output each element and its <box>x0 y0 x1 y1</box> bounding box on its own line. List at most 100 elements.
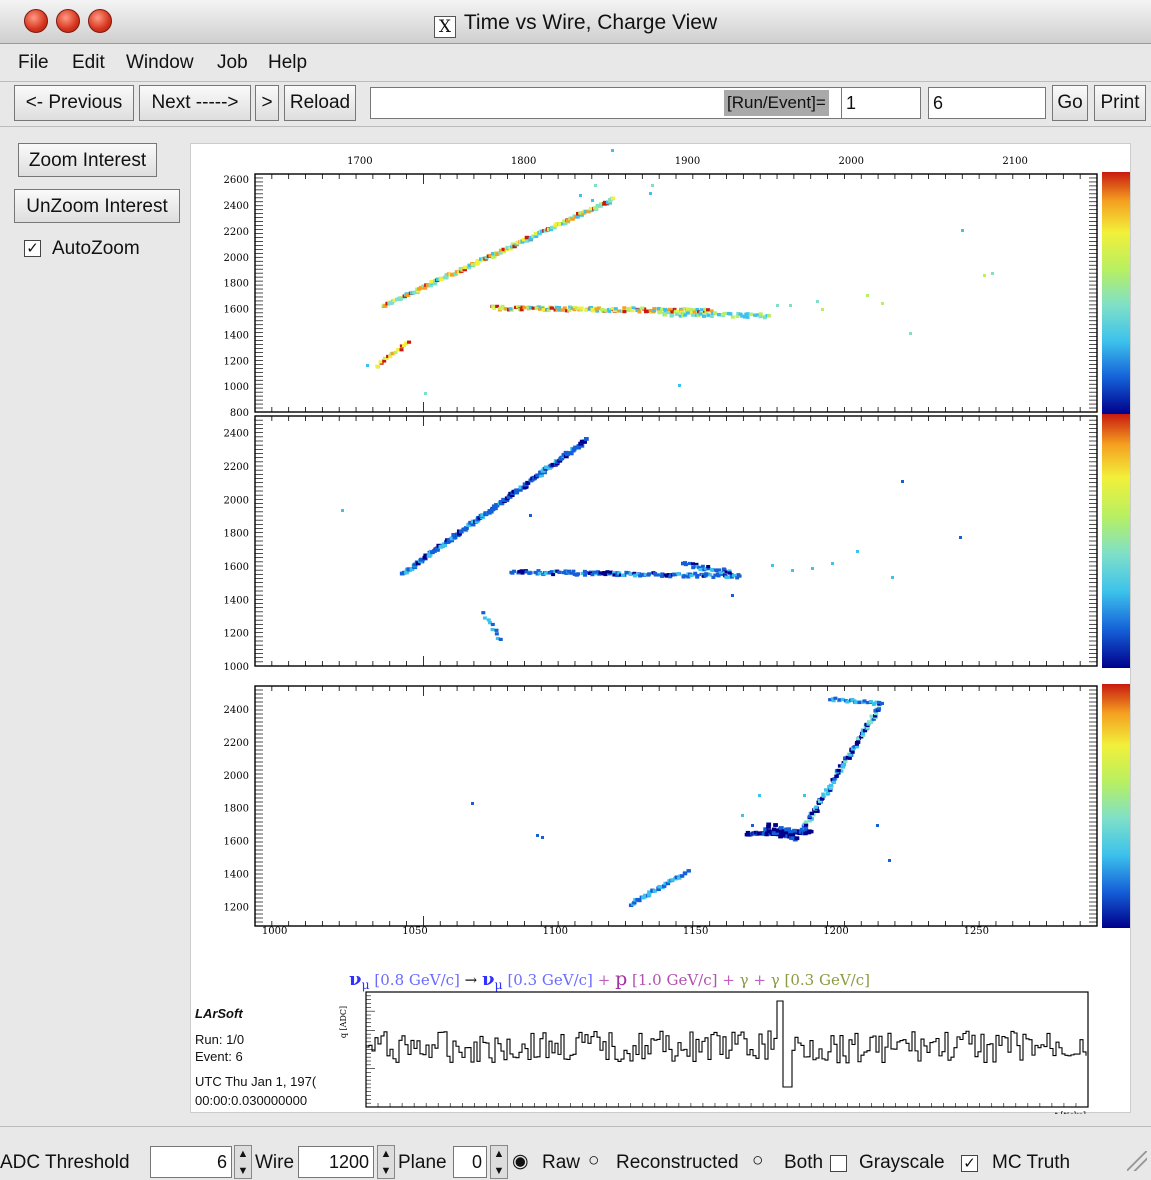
y-tick-label: 2600 <box>224 175 249 186</box>
track-hit <box>686 311 690 314</box>
y-tick-label: 2400 <box>224 705 249 716</box>
track-hit <box>394 351 398 354</box>
track-hit <box>715 568 719 571</box>
print-button[interactable]: Print <box>1094 85 1146 121</box>
track-hit <box>630 309 634 312</box>
noise-hit <box>424 392 427 395</box>
track-hit <box>784 828 789 832</box>
mc-truth-checkbox[interactable]: ✓ <box>961 1155 978 1172</box>
track-hit <box>676 572 680 575</box>
plane-spinner[interactable]: ▲▼ <box>490 1145 508 1179</box>
track-hit <box>576 572 580 575</box>
track-hit <box>637 310 641 313</box>
step-button[interactable]: > <box>255 85 279 121</box>
raw-radio[interactable]: ◉ <box>512 1150 529 1173</box>
noise-hit <box>758 794 761 797</box>
wire-spinner[interactable]: ▲▼ <box>377 1145 395 1179</box>
track-hit <box>544 572 548 575</box>
adc-threshold-spinner[interactable]: ▲▼ <box>234 1145 252 1179</box>
noise-hit <box>959 536 962 539</box>
track-hit <box>687 869 691 873</box>
track-hit <box>856 741 860 744</box>
autozoom-checkbox[interactable]: ✓ <box>24 240 41 257</box>
reconstructed-radio[interactable]: ○ <box>588 1150 599 1172</box>
y-tick-label: 1200 <box>224 356 249 367</box>
menu-help[interactable]: Help <box>268 52 307 74</box>
y-tick-label: 1600 <box>224 837 249 848</box>
noise-hit <box>741 814 744 817</box>
adc-threshold-label: ADC Threshold <box>0 1152 130 1174</box>
next-button[interactable]: Next -----> <box>139 85 251 121</box>
noise-hit <box>866 294 869 297</box>
event-input[interactable]: 6 <box>928 87 1046 119</box>
track-hit <box>706 565 710 568</box>
menu-file[interactable]: File <box>18 52 49 74</box>
track-hit <box>550 570 554 573</box>
track-hit <box>584 309 588 312</box>
menu-job[interactable]: Job <box>217 52 248 74</box>
grayscale-checkbox[interactable] <box>830 1155 847 1172</box>
track-hit <box>728 571 732 574</box>
x-tick-label: 1050 <box>402 926 427 937</box>
track-hit <box>722 567 726 570</box>
menu-window[interactable]: Window <box>126 52 194 74</box>
track-hit <box>829 784 833 787</box>
track-hit <box>792 829 797 833</box>
track-hit <box>695 574 699 577</box>
track-hit <box>834 775 838 778</box>
noise-hit <box>341 509 344 512</box>
x-tick-label: 2100 <box>1002 156 1027 167</box>
plot-frame <box>255 174 1097 412</box>
go-button[interactable]: Go <box>1052 85 1088 121</box>
adc-threshold-input[interactable]: 6 <box>150 1146 232 1178</box>
noise-hit <box>816 300 819 303</box>
noise-hit <box>751 824 754 827</box>
noise-hit <box>811 567 814 570</box>
resize-grip-icon[interactable] <box>1127 1151 1147 1171</box>
zoom-interest-button[interactable]: Zoom Interest <box>18 143 157 177</box>
mc-truth-line: νμ [0.8 GeV/c] → νμ [0.3 GeV/c] + p [1.0… <box>349 968 870 992</box>
wire-input[interactable]: 1200 <box>298 1146 374 1178</box>
unzoom-interest-button[interactable]: UnZoom Interest <box>14 189 180 223</box>
menu-bar: File Edit Window Job Help <box>0 44 1151 82</box>
x-tick-label: 1100 <box>543 926 568 937</box>
y-tick-label: 1800 <box>224 529 249 540</box>
track-hit <box>509 307 513 310</box>
track-hit <box>400 348 404 351</box>
track-hit <box>481 611 485 614</box>
wire-label: Wire <box>255 1152 294 1174</box>
track-hit <box>487 618 491 621</box>
track-hit <box>407 341 411 344</box>
y-tick-label: 2200 <box>224 227 249 238</box>
plane-label: Plane <box>398 1152 447 1174</box>
noise-hit <box>649 192 652 195</box>
plot-frame <box>255 686 1097 926</box>
track-hit <box>495 632 499 635</box>
y-tick-label: 1000 <box>224 662 249 673</box>
previous-button[interactable]: <- Previous <box>14 85 134 121</box>
both-radio[interactable]: ○ <box>752 1150 763 1172</box>
noise-hit <box>856 550 859 553</box>
run-input[interactable]: 1 <box>841 87 921 119</box>
track-hit <box>538 572 542 575</box>
noise-hit <box>961 229 964 232</box>
y-tick-label: 1600 <box>224 562 249 573</box>
menu-edit[interactable]: Edit <box>72 52 105 74</box>
track-hit <box>861 732 865 735</box>
track-hit <box>647 572 651 575</box>
noise-hit <box>471 802 474 805</box>
track-hit <box>499 638 503 641</box>
noise-hit <box>731 594 734 597</box>
track-hit <box>522 306 526 309</box>
track-hit <box>584 437 589 441</box>
track-hit <box>622 310 626 313</box>
event-display-canvas[interactable]: 1700180019002000210011001200130014001500… <box>190 143 1131 1113</box>
reload-button[interactable]: Reload <box>284 85 356 121</box>
x-tick-label: 2000 <box>839 156 864 167</box>
track-hit <box>706 308 710 311</box>
run-event-label: [Run/Event]= <box>724 90 829 116</box>
view-1-plot: 1700180019002000210011001200130014001500… <box>224 149 1130 429</box>
plane-input[interactable]: 0 <box>453 1146 487 1178</box>
